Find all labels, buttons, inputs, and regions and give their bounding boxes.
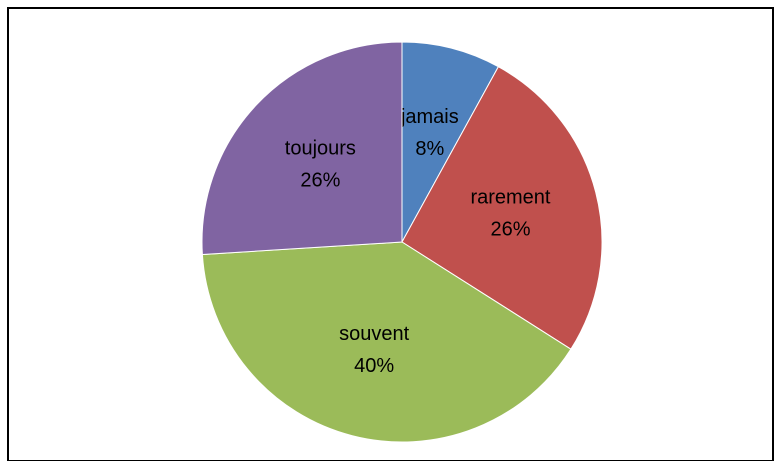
pie-slice <box>201 241 572 443</box>
pie-slice <box>401 41 500 243</box>
slice-category-label: jamais <box>400 106 459 128</box>
pie-slice <box>401 66 603 350</box>
slice-value-label: 8% <box>415 138 444 160</box>
slice-value-label: 26% <box>490 218 530 240</box>
slice-category-label: toujours <box>285 138 356 160</box>
slice-category-label: souvent <box>339 323 409 345</box>
slice-value-label: 26% <box>300 170 340 192</box>
slice-value-label: 40% <box>354 355 394 377</box>
slice-category-label: rarement <box>470 186 550 208</box>
pie-slice <box>201 41 403 256</box>
